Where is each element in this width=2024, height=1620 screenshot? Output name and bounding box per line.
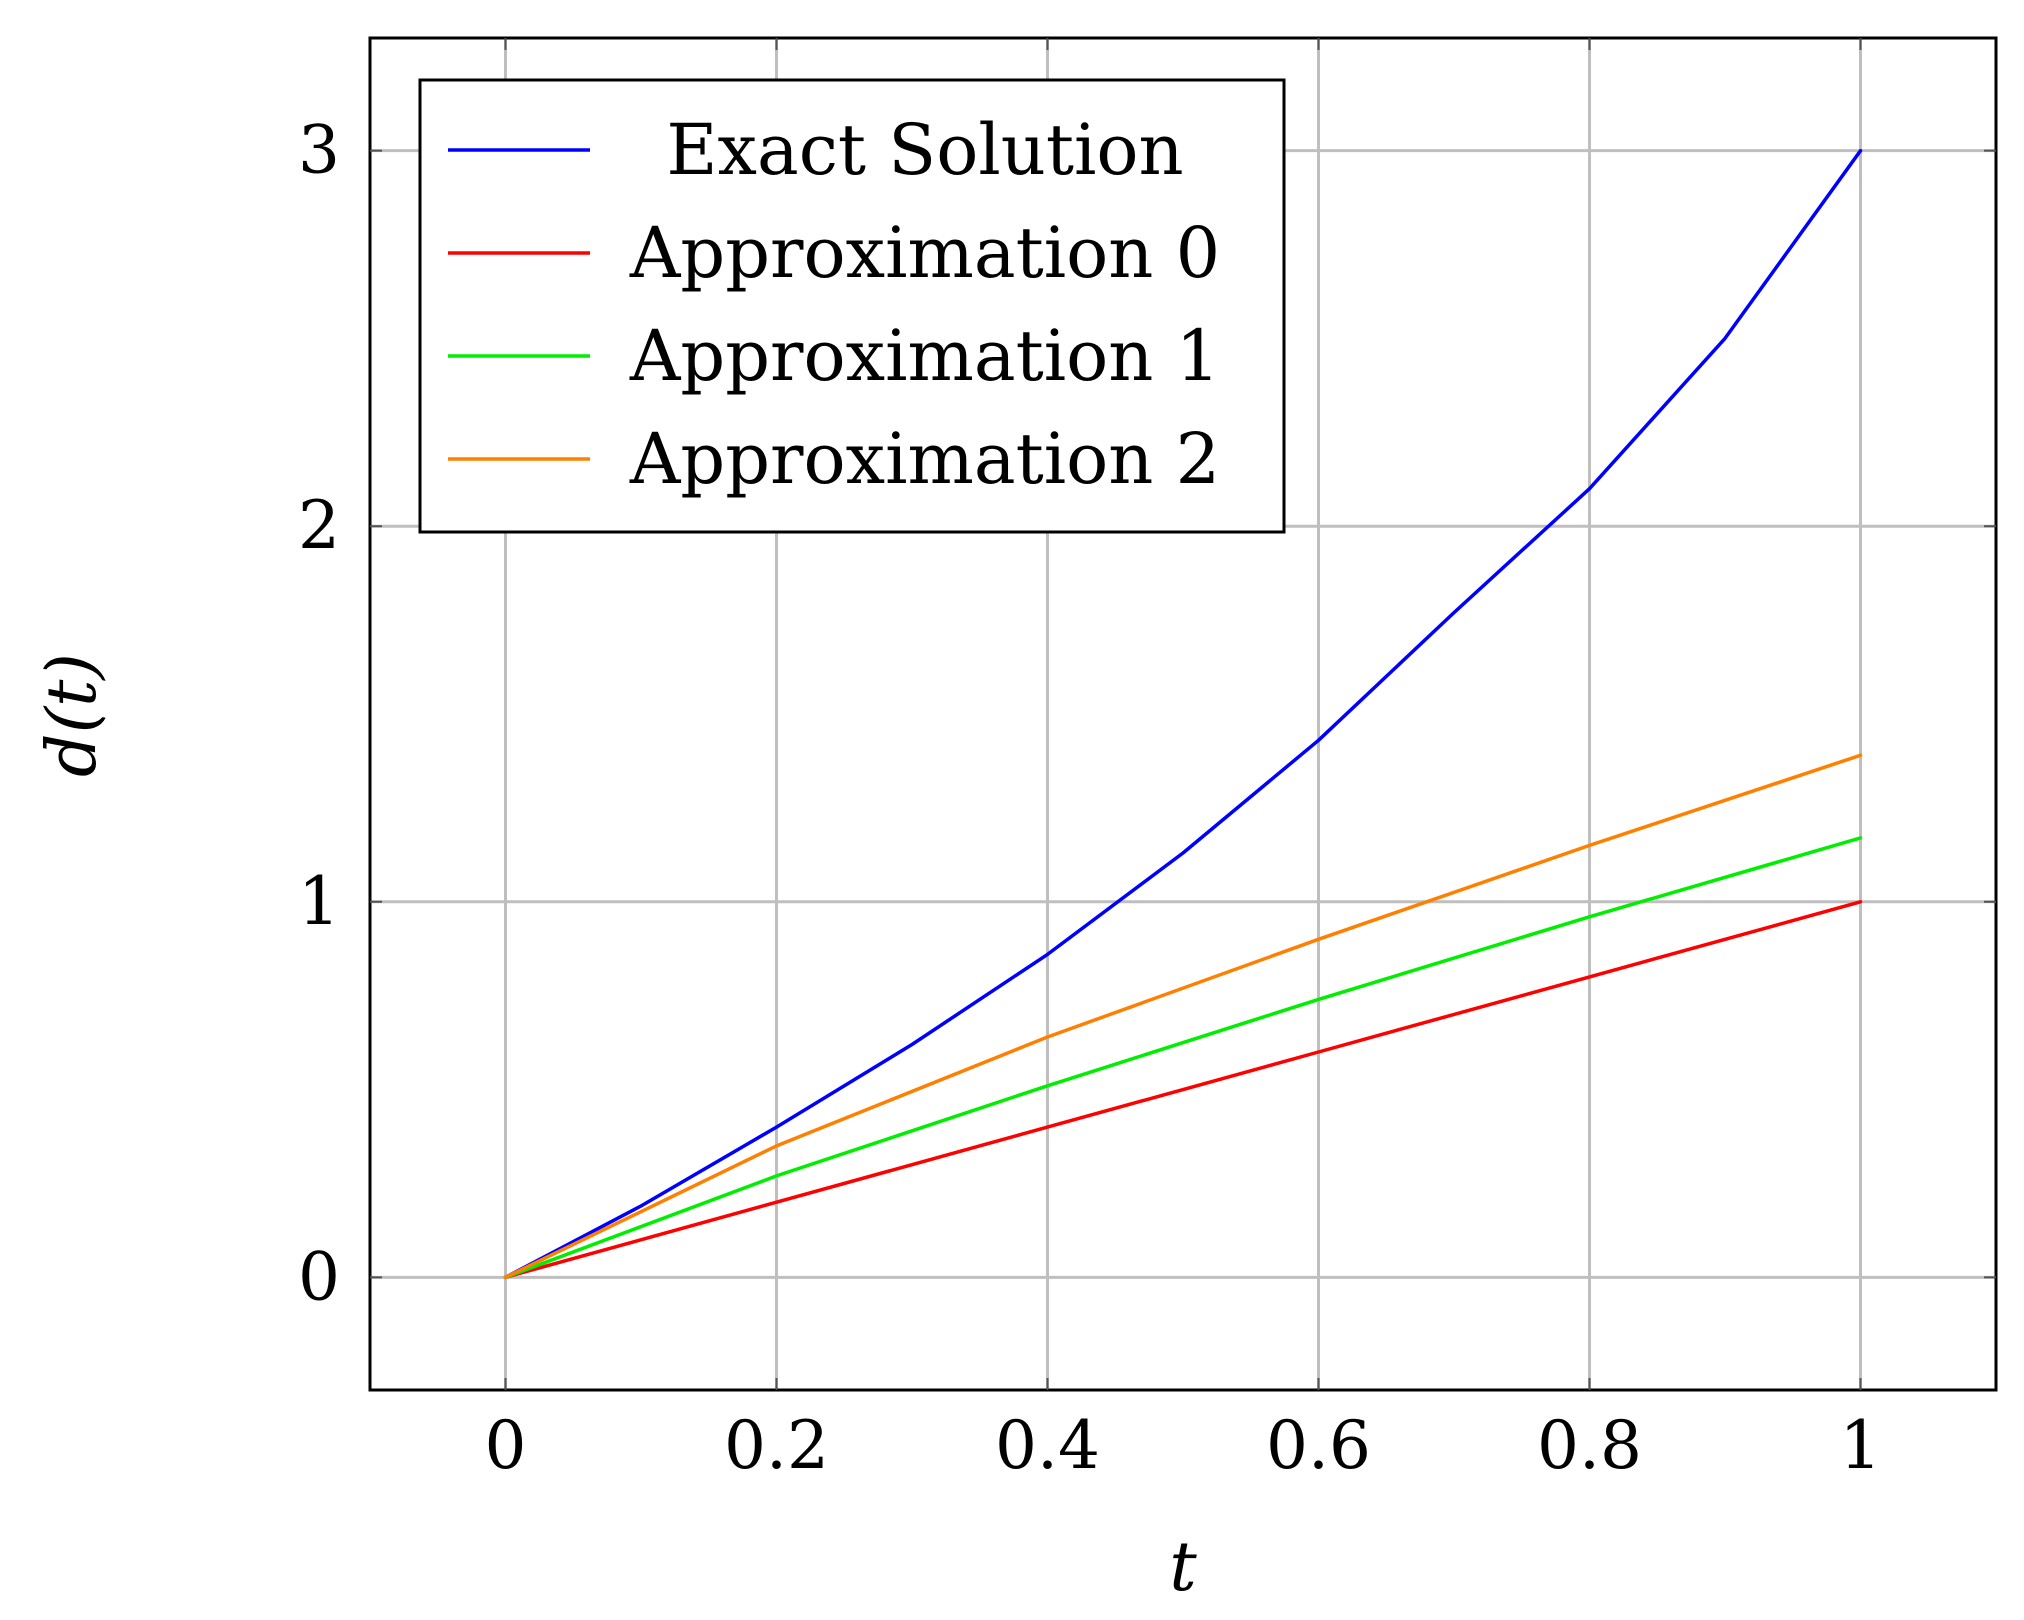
x-tick-label: 0.8	[1537, 1407, 1642, 1484]
series-line-4	[503, 753, 1863, 1280]
y-tick-label: 3	[298, 112, 340, 189]
y-tick-label: 0	[298, 1238, 340, 1315]
y-axis-label: d(t)	[33, 653, 112, 777]
y-tick-label: 2	[298, 487, 340, 564]
series-line-2	[503, 900, 1863, 1280]
legend-label: Exact Solution	[666, 109, 1183, 191]
legend-label: Approximation 2	[629, 418, 1220, 500]
x-axis-label: t	[1169, 1528, 1197, 1607]
legend-label: Approximation 1	[629, 315, 1220, 397]
x-tick-label: 1	[1840, 1407, 1882, 1484]
legend: Exact Solution Approximation 0 Approximati…	[418, 78, 1286, 534]
series-lines	[503, 148, 1863, 1280]
legend-label: Approximation 0	[629, 212, 1220, 294]
y-tick-label: 1	[298, 863, 340, 940]
x-tick-label: 0.2	[724, 1407, 829, 1484]
series-line-3	[503, 836, 1863, 1280]
legend-box	[418, 78, 1286, 534]
series-line-1	[503, 148, 1863, 1280]
x-tick-label: 0.6	[1266, 1407, 1371, 1484]
tick-labels: 0 0.2 0.4 0.6 0.8 1 0 1 2 3	[298, 38, 1996, 1484]
plot-area-frame	[368, 36, 1998, 1392]
x-tick-label: 0.4	[995, 1407, 1100, 1484]
x-tick-label: 0	[485, 1407, 527, 1484]
